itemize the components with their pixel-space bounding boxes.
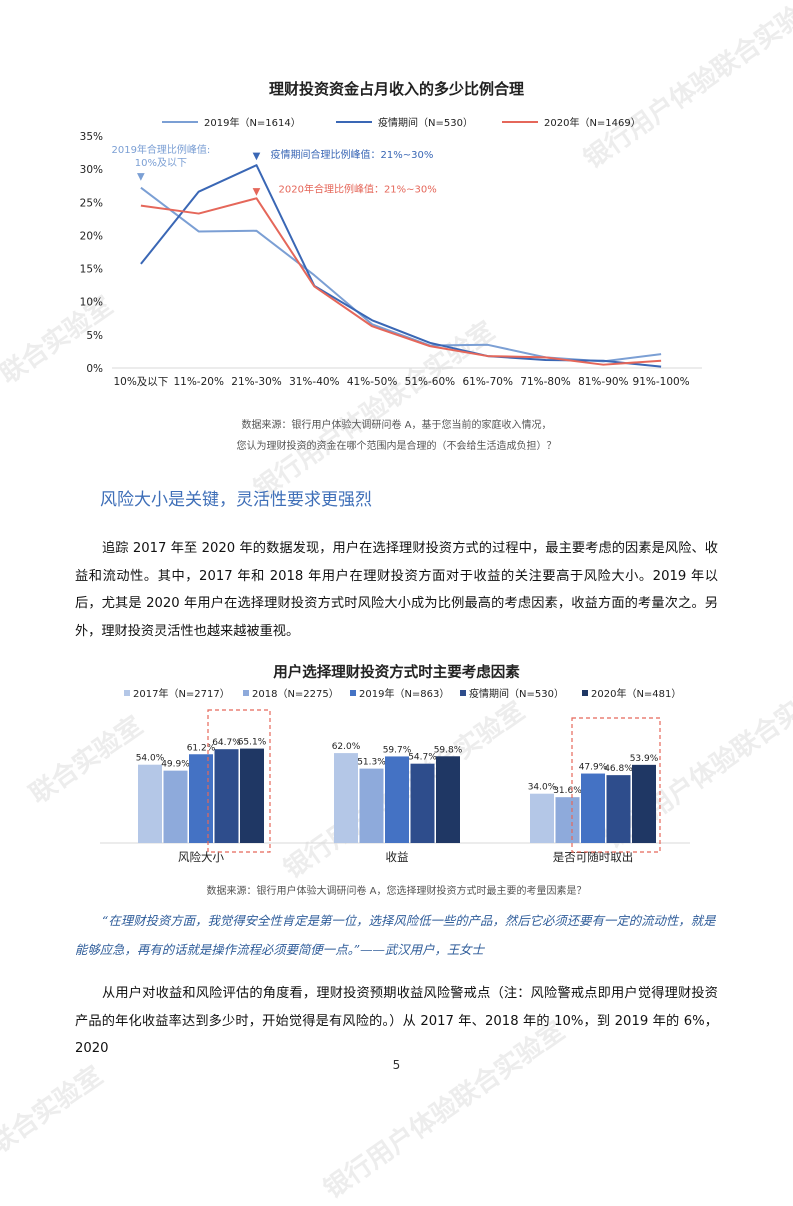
legend-swatch [350, 690, 356, 696]
y-tick-label: 15% [80, 264, 103, 276]
bar [240, 748, 264, 843]
annotation-label: 2019年合理比例峰值: [111, 143, 210, 156]
highlight-box [571, 717, 661, 853]
bar-value-label: 64.7% [212, 738, 241, 748]
x-tick-label: 11%-20% [173, 376, 223, 388]
legend-swatch [243, 690, 249, 696]
y-tick-label: 0% [86, 363, 103, 375]
legend-swatch [582, 690, 588, 696]
x-tick-label: 10%及以下 [113, 376, 168, 388]
x-tick-label: 81%-90% [578, 376, 628, 388]
page-number: 5 [392, 1058, 401, 1072]
section-heading: 风险大小是关键，灵活性要求更强烈 [100, 490, 372, 510]
bar [581, 773, 605, 843]
bar-value-label: 61.2% [187, 743, 216, 753]
bar [138, 764, 162, 843]
y-tick-label: 35% [80, 131, 103, 143]
bar-value-label: 65.1% [238, 738, 267, 748]
legend-label: 疫情期间（N=530） [469, 687, 564, 700]
y-tick-label: 25% [80, 197, 103, 209]
annotation-marker: ▼ [253, 151, 261, 162]
line-chart: 2019年（N=1614） 疫情期间（N=530） 2020年（N=1469） 0% 5… [80, 116, 702, 388]
bar [189, 754, 213, 843]
x-tick-label: 是否可随时取出 [553, 850, 634, 864]
legend-swatch [124, 690, 130, 696]
annotation-marker: ▼ [137, 172, 145, 183]
bar-value-label: 47.9% [579, 763, 608, 773]
legend-label: 2018（N=2275） [252, 688, 339, 700]
bar-value-label: 34.0% [528, 783, 557, 793]
body-paragraph: 从用户对收益和风险评估的角度看，理财投资预期收益风险警戒点（注：风险警戒点即用户… [75, 986, 718, 1056]
highlight-box [207, 709, 271, 853]
legend-label: 2020年（N=481） [591, 687, 681, 700]
x-tick-label: 31%-40% [289, 376, 339, 388]
y-tick-label: 20% [80, 230, 103, 242]
bar [163, 770, 188, 843]
bar [359, 768, 384, 843]
legend-label: 2019年（N=1614） [204, 116, 301, 129]
bar [410, 763, 435, 843]
x-tick-label: 收益 [386, 850, 409, 864]
bar-value-label: 49.9% [161, 760, 190, 770]
bar-value-label: 59.8% [434, 745, 463, 755]
x-tick-label: 风险大小 [178, 850, 224, 864]
bar [632, 764, 656, 843]
annotation-label: 2020年合理比例峰值：21%~30% [279, 182, 437, 195]
annotation-label: 10%及以下 [135, 157, 187, 169]
y-tick-label: 30% [80, 164, 103, 176]
bar-value-label: 59.7% [383, 745, 412, 755]
bar [436, 756, 460, 843]
bar [334, 753, 358, 843]
chart1-source-line1: 数据来源：银行用户体验大调研问卷 A，基于您当前的家庭收入情况， [241, 420, 552, 431]
x-tick-label: 61%-70% [462, 376, 512, 388]
annotation-label: 疫情期间合理比例峰值：21%~30% [271, 148, 434, 161]
chart1-source-line2: 您认为理财投资的资金在哪个范围内是合理的（不会给生活造成负担）？ [236, 441, 557, 452]
x-tick-label: 71%-80% [520, 376, 570, 388]
bar [555, 797, 580, 843]
legend-label: 疫情期间（N=530） [378, 116, 473, 129]
y-tick-label: 10% [80, 297, 103, 309]
x-tick-label: 41%-50% [347, 376, 397, 388]
bar-value-label: 31.6% [553, 786, 582, 796]
legend-label: 2019年（N=863） [359, 687, 449, 700]
bar-value-label: 53.9% [630, 754, 659, 764]
bar [530, 793, 554, 843]
chart2-source: 数据来源：银行用户体验大调研问卷 A，您选择理财投资方式时最主要的考量因素是？ [206, 886, 587, 897]
x-tick-label: 21%-30% [231, 376, 281, 388]
legend-swatch [460, 690, 466, 696]
y-tick-label: 5% [86, 330, 103, 342]
series-line [140, 197, 662, 366]
chart1-title: 理财投资资金占月收入的多少比例合理 [268, 80, 524, 98]
bar-value-label: 54.0% [136, 754, 165, 764]
bar-value-label: 62.0% [332, 742, 361, 752]
legend-label: 2020年（N=1469） [544, 116, 641, 129]
bar-chart: 2017年（N=2717） 2018（N=2275） 2019年（N=863） 疫情期… [100, 687, 690, 864]
bar [606, 775, 631, 843]
bar-value-label: 54.7% [408, 753, 437, 763]
bar [214, 749, 239, 843]
body-paragraph: 追踪 2017 年至 2020 年的数据发现，用户在选择理财投资方式的过程中，最… [75, 541, 718, 639]
bar-value-label: 46.8% [604, 764, 633, 774]
bar-value-label: 51.3% [357, 758, 386, 768]
annotation-marker: ▼ [253, 186, 261, 197]
user-quote: “在理财投资方面，我觉得安全性肯定是第一位，选择风险低一些的产品，然后它必须还要… [75, 913, 716, 957]
legend-label: 2017年（N=2717） [133, 687, 230, 700]
x-tick-label: 91%-100% [633, 376, 690, 388]
x-tick-label: 51%-60% [405, 376, 455, 388]
chart2-title: 用户选择理财投资方式时主要考虑因素 [273, 665, 520, 681]
bar [385, 756, 409, 843]
